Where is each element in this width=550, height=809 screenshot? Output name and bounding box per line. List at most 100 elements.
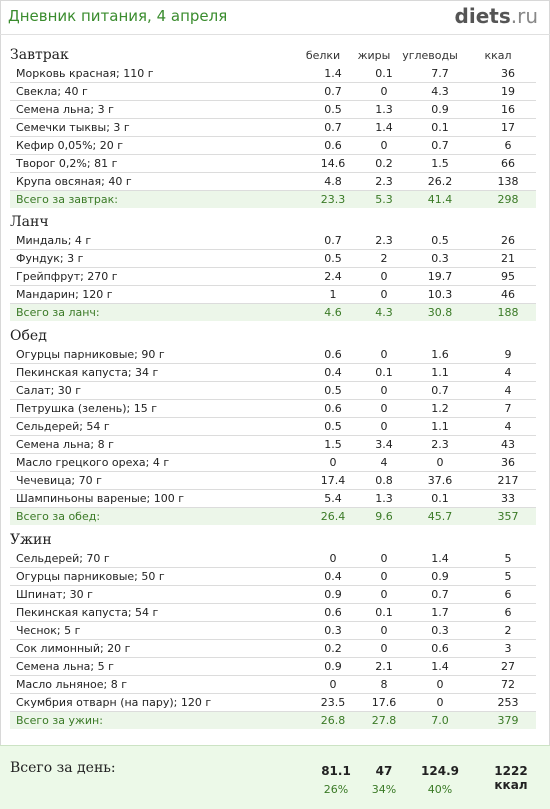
food-row[interactable]: Творог 0,2%; 81 г 14.6 0.2 1.5 66 — [10, 155, 536, 173]
food-name: Чеснок; 5 г — [16, 624, 81, 637]
kcal-value: 27 — [501, 660, 515, 673]
food-row[interactable]: Сельдерей; 54 г 0.5 0 1.1 4 — [10, 418, 536, 436]
food-row[interactable]: Свекла; 40 г 0.7 0 4.3 19 — [10, 83, 536, 101]
kcal-value: 9 — [504, 348, 512, 361]
food-row[interactable]: Пекинская капуста; 34 г 0.4 0.1 1.1 4 — [10, 364, 536, 382]
food-name: Мандарин; 120 г — [16, 288, 113, 301]
col-header-protein: белки — [305, 49, 341, 62]
fat-value: 0 — [380, 348, 388, 361]
protein-value: 0.3 — [324, 624, 342, 637]
fat-value: 17.6 — [371, 696, 397, 709]
kcal-value: 217 — [497, 474, 519, 487]
food-row[interactable]: Крупа овсяная; 40 г 4.8 2.3 26.2 138 — [10, 173, 536, 191]
food-name: Грейпфрут; 270 г — [16, 270, 118, 283]
protein-value: 0.6 — [324, 348, 342, 361]
food-row[interactable]: Масло грецкого ореха; 4 г 0 4 0 36 — [10, 454, 536, 472]
carbs-value: 7.0 — [431, 714, 449, 727]
food-name: Фундук; 3 г — [16, 252, 84, 265]
food-row[interactable]: Огурцы парниковые; 90 г 0.6 0 1.6 9 — [10, 346, 536, 364]
food-name: Всего за завтрак: — [16, 193, 119, 206]
food-row[interactable]: Чечевица; 70 г 17.4 0.8 37.6 217 — [10, 472, 536, 490]
carbs-value: 4.3 — [431, 85, 449, 98]
food-row[interactable]: Огурцы парниковые; 50 г 0.4 0 0.9 5 — [10, 568, 536, 586]
food-row[interactable]: Миндаль; 4 г 0.7 2.3 0.5 26 — [10, 232, 536, 250]
day-total-carbs: 124.9 — [421, 764, 459, 778]
food-row[interactable]: Шпинат; 30 г 0.9 0 0.7 6 — [10, 586, 536, 604]
meal-section-title: Ланч — [10, 214, 49, 230]
carbs-value: 0.1 — [431, 121, 449, 134]
day-total-protein-pct: 26% — [323, 783, 349, 796]
protein-value: 26.8 — [320, 714, 346, 727]
food-name: Миндаль; 4 г — [16, 234, 92, 247]
col-header-fat: жиры — [357, 49, 391, 62]
protein-value: 0 — [329, 552, 337, 565]
fat-value: 4 — [380, 456, 388, 469]
site-logo[interactable]: diets.ru — [455, 4, 538, 28]
carbs-value: 0.7 — [431, 139, 449, 152]
protein-value: 0.9 — [324, 660, 342, 673]
food-row[interactable]: Морковь красная; 110 г 1.4 0.1 7.7 36 — [10, 65, 536, 83]
carbs-value: 1.4 — [431, 660, 449, 673]
meal-total-row: Всего за ужин: 26.8 27.8 7.0 379 — [10, 712, 536, 729]
food-name: Кефир 0,05%; 20 г — [16, 139, 124, 152]
food-row[interactable]: Кефир 0,05%; 20 г 0.6 0 0.7 6 — [10, 137, 536, 155]
food-row[interactable]: Чеснок; 5 г 0.3 0 0.3 2 — [10, 622, 536, 640]
day-total-carbs-pct: 40% — [427, 783, 453, 796]
food-row[interactable]: Пекинская капуста; 54 г 0.6 0.1 1.7 6 — [10, 604, 536, 622]
food-name: Семечки тыквы; 3 г — [16, 121, 130, 134]
kcal-value: 72 — [501, 678, 515, 691]
food-row[interactable]: Семена льна; 3 г 0.5 1.3 0.9 16 — [10, 101, 536, 119]
food-row[interactable]: Фундук; 3 г 0.5 2 0.3 21 — [10, 250, 536, 268]
food-row[interactable]: Семена льна; 5 г 0.9 2.1 1.4 27 — [10, 658, 536, 676]
fat-value: 0 — [380, 402, 388, 415]
fat-value: 0 — [380, 139, 388, 152]
fat-value: 0 — [380, 570, 388, 583]
food-name: Пекинская капуста; 34 г — [16, 366, 159, 379]
carbs-value: 1.1 — [431, 366, 449, 379]
kcal-value: 379 — [497, 714, 519, 727]
food-row[interactable]: Шампиньоны вареные; 100 г 5.4 1.3 0.1 33 — [10, 490, 536, 508]
carbs-value: 45.7 — [427, 510, 453, 523]
fat-value: 0 — [380, 552, 388, 565]
fat-value: 2.1 — [375, 660, 393, 673]
protein-value: 0.5 — [324, 420, 342, 433]
food-row[interactable]: Семена льна; 8 г 1.5 3.4 2.3 43 — [10, 436, 536, 454]
food-name: Сок лимонный; 20 г — [16, 642, 131, 655]
fat-value: 0 — [380, 588, 388, 601]
food-row[interactable]: Мандарин; 120 г 1 0 10.3 46 — [10, 286, 536, 304]
protein-value: 4.6 — [324, 306, 342, 319]
carbs-value: 1.7 — [431, 606, 449, 619]
food-name: Семена льна; 5 г — [16, 660, 114, 673]
food-row[interactable]: Масло льняное; 8 г 0 8 0 72 — [10, 676, 536, 694]
kcal-value: 36 — [501, 456, 515, 469]
kcal-value: 298 — [497, 193, 519, 206]
carbs-value: 0 — [436, 696, 444, 709]
page-title: Дневник питания, 4 апреля — [8, 7, 228, 25]
meal-total-row: Всего за обед: 26.4 9.6 45.7 357 — [10, 508, 536, 525]
kcal-value: 6 — [504, 606, 512, 619]
protein-value: 0.7 — [324, 121, 342, 134]
food-row[interactable]: Салат; 30 г 0.5 0 0.7 4 — [10, 382, 536, 400]
food-row[interactable]: Петрушка (зелень); 15 г 0.6 0 1.2 7 — [10, 400, 536, 418]
kcal-value: 138 — [497, 175, 519, 188]
protein-value: 0.5 — [324, 252, 342, 265]
carbs-value: 0.6 — [431, 642, 449, 655]
meal-section-title: Ужин — [10, 532, 52, 548]
fat-value: 1.3 — [375, 103, 393, 116]
food-row[interactable]: Сок лимонный; 20 г 0.2 0 0.6 3 — [10, 640, 536, 658]
protein-value: 17.4 — [320, 474, 346, 487]
food-row[interactable]: Скумбрия отварн (на пару); 120 г 23.5 17.6… — [10, 694, 536, 712]
food-row[interactable]: Семечки тыквы; 3 г 0.7 1.4 0.1 17 — [10, 119, 536, 137]
protein-value: 0.6 — [324, 606, 342, 619]
fat-value: 27.8 — [371, 714, 397, 727]
food-row[interactable]: Грейпфрут; 270 г 2.4 0 19.7 95 — [10, 268, 536, 286]
carbs-value: 0.9 — [431, 103, 449, 116]
food-name: Шампиньоны вареные; 100 г — [16, 492, 185, 505]
food-row[interactable]: Сельдерей; 70 г 0 0 1.4 5 — [10, 550, 536, 568]
meal-total-row: Всего за завтрак: 23.3 5.3 41.4 298 — [10, 191, 536, 208]
kcal-value: 253 — [497, 696, 519, 709]
food-name: Салат; 30 г — [16, 384, 82, 397]
carbs-value: 1.1 — [431, 420, 449, 433]
day-total-protein: 81.1 — [321, 764, 351, 778]
fat-value: 0.1 — [375, 366, 393, 379]
